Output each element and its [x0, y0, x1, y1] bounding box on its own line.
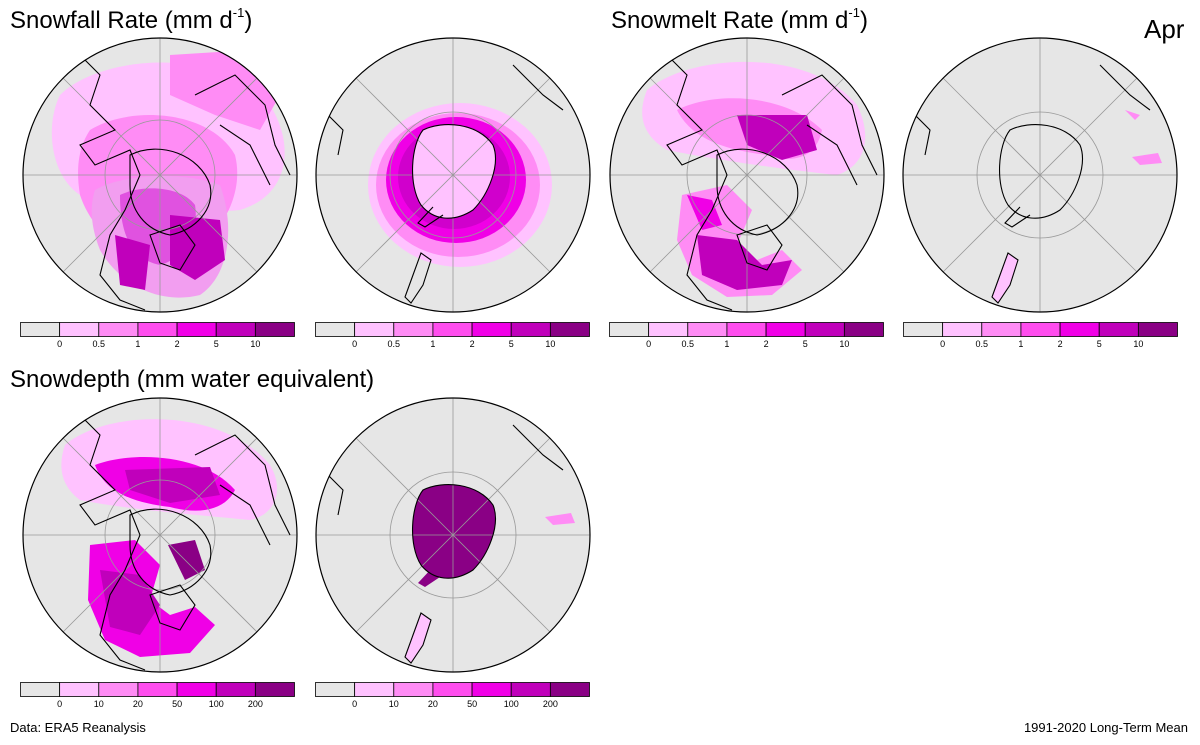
colorbar-swatch	[20, 322, 61, 337]
colorbar-tick-label: 0.5	[388, 339, 401, 349]
snowfall-south-colorbar: 0 0.5 1 2 5 10	[315, 322, 590, 349]
colorbar-tick-label: 0	[57, 699, 62, 709]
colorbar-swatch	[393, 322, 434, 337]
colorbar-tick-label: 10	[545, 339, 555, 349]
colorbar-swatch	[354, 322, 395, 337]
colorbar-tick-label: 5	[1097, 339, 1102, 349]
colorbar-swatch	[1098, 322, 1139, 337]
colorbar-tick-label: 10	[94, 699, 104, 709]
colorbar-swatch	[393, 682, 434, 697]
colorbar-swatch	[726, 322, 767, 337]
colorbar-swatch	[510, 322, 551, 337]
colorbar-tick-label: 20	[133, 699, 143, 709]
colorbar-tick-label: 0	[352, 699, 357, 709]
snowdepth-title: Snowdepth (mm water equivalent)	[10, 366, 375, 393]
colorbar-tick-label: 0	[57, 339, 62, 349]
colorbar-swatch	[315, 682, 356, 697]
snowdepth-north-colorbar: 0 10 20 50 100 200	[20, 682, 295, 709]
colorbar-swatch	[432, 682, 473, 697]
snowmelt-south-map	[902, 37, 1178, 313]
colorbar-swatch	[942, 322, 983, 337]
colorbar-tick-label: 200	[248, 699, 263, 709]
colorbar-tick-label: 1	[135, 339, 140, 349]
colorbar-swatch	[137, 682, 178, 697]
colorbar-tick-label: 1	[1018, 339, 1023, 349]
colorbar-swatch	[315, 322, 356, 337]
colorbar-tick-label: 1	[430, 339, 435, 349]
snowfall-north-map	[22, 37, 298, 313]
colorbar-swatch	[98, 682, 139, 697]
colorbar-tick-label: 50	[172, 699, 182, 709]
colorbar-swatch	[609, 322, 650, 337]
colorbar-swatch	[254, 322, 295, 337]
colorbar-swatch	[354, 682, 395, 697]
snowmelt-title: Snowmelt Rate (mm d-1)	[611, 5, 868, 34]
snowdepth-south-map	[315, 397, 591, 673]
colorbar-swatch	[765, 322, 806, 337]
colorbar-tick-label: 0	[940, 339, 945, 349]
colorbar-swatch	[471, 682, 512, 697]
colorbar-swatch	[215, 322, 256, 337]
colorbar-swatch	[687, 322, 728, 337]
colorbar-tick-label: 2	[175, 339, 180, 349]
colorbar-tick-label: 50	[467, 699, 477, 709]
colorbar-swatch	[1020, 322, 1061, 337]
snowfall-title: Snowfall Rate (mm d-1)	[10, 5, 253, 34]
colorbar-tick-label: 2	[470, 339, 475, 349]
colorbar-swatch	[903, 322, 944, 337]
colorbar-swatch	[981, 322, 1022, 337]
month-label: Apr	[1144, 14, 1185, 44]
colorbar-tick-label: 100	[504, 699, 519, 709]
colorbar-tick-label: 2	[764, 339, 769, 349]
colorbar-swatch	[20, 682, 61, 697]
colorbar-swatch	[176, 322, 217, 337]
colorbar-tick-label: 5	[509, 339, 514, 349]
colorbar-swatch	[843, 322, 884, 337]
period-label: 1991-2020 Long-Term Mean	[1023, 720, 1188, 735]
colorbar-tick-label: 0	[646, 339, 651, 349]
snowdepth-south-colorbar: 0 10 20 50 100 200	[315, 682, 590, 709]
colorbar-swatch	[804, 322, 845, 337]
snowdepth-north-map	[22, 397, 298, 673]
colorbar-tick-label: 10	[389, 699, 399, 709]
colorbar-swatch	[59, 682, 100, 697]
colorbar-swatch	[59, 322, 100, 337]
colorbar-tick-label: 10	[1133, 339, 1143, 349]
colorbar-tick-label: 200	[543, 699, 558, 709]
colorbar-swatch	[432, 322, 473, 337]
colorbar-swatch	[648, 322, 689, 337]
colorbar-tick-label: 10	[250, 339, 260, 349]
colorbar-tick-label: 0.5	[682, 339, 695, 349]
colorbar-tick-label: 20	[428, 699, 438, 709]
colorbar-swatch	[1137, 322, 1178, 337]
colorbar-swatch	[137, 322, 178, 337]
snowmelt-north-map	[609, 37, 885, 313]
snowfall-south-map	[315, 37, 591, 313]
colorbar-tick-label: 0	[352, 339, 357, 349]
colorbar-swatch	[510, 682, 551, 697]
snowfall-north-colorbar: 0 0.5 1 2 5 10	[20, 322, 295, 349]
colorbar-swatch	[215, 682, 256, 697]
colorbar-tick-label: 1	[724, 339, 729, 349]
colorbar-tick-label: 0.5	[976, 339, 989, 349]
colorbar-tick-label: 5	[803, 339, 808, 349]
colorbar-tick-label: 5	[214, 339, 219, 349]
colorbar-swatch	[549, 682, 590, 697]
colorbar-tick-label: 0.5	[93, 339, 106, 349]
snowmelt-south-colorbar: 0 0.5 1 2 5 10	[903, 322, 1178, 349]
colorbar-swatch	[176, 682, 217, 697]
colorbar-swatch	[1059, 322, 1100, 337]
data-source-label: Data: ERA5 Reanalysis	[10, 720, 146, 735]
colorbar-tick-label: 2	[1058, 339, 1063, 349]
snowmelt-north-colorbar: 0 0.5 1 2 5 10	[609, 322, 884, 349]
colorbar-tick-label: 10	[839, 339, 849, 349]
colorbar-swatch	[98, 322, 139, 337]
colorbar-tick-label: 100	[209, 699, 224, 709]
colorbar-swatch	[549, 322, 590, 337]
colorbar-swatch	[254, 682, 295, 697]
colorbar-swatch	[471, 322, 512, 337]
